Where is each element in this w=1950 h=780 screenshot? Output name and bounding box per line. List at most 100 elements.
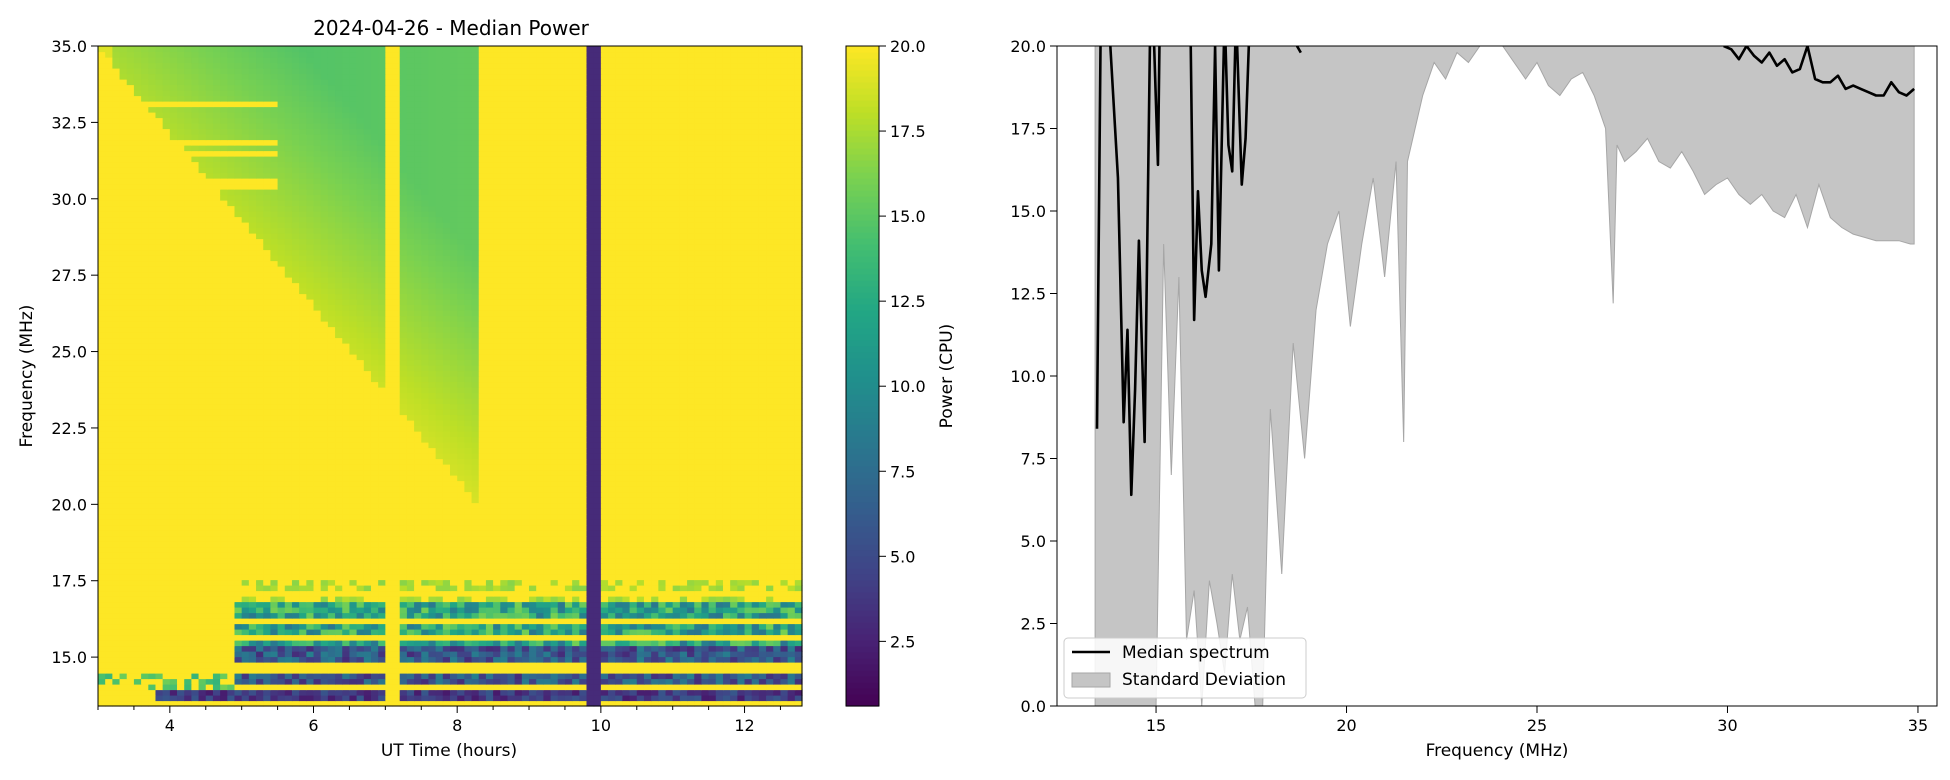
heatmap-cell bbox=[701, 612, 710, 619]
heatmap-cell bbox=[672, 469, 681, 476]
heatmap-cell bbox=[751, 513, 760, 520]
heatmap-cell bbox=[543, 596, 552, 603]
heatmap-cell bbox=[198, 458, 207, 465]
heatmap-cell bbox=[651, 623, 659, 630]
heatmap-cell bbox=[320, 557, 329, 564]
heatmap-cell bbox=[708, 491, 717, 498]
heatmap-cell bbox=[342, 612, 351, 619]
heatmap-cell bbox=[708, 568, 717, 575]
heatmap-cell bbox=[227, 645, 236, 652]
heatmap-cell bbox=[227, 607, 236, 614]
heatmap-cell bbox=[780, 535, 789, 542]
heatmap-cell bbox=[392, 689, 401, 696]
heatmap-cell bbox=[737, 684, 746, 691]
heatmap-cell bbox=[514, 480, 523, 487]
heatmap-cell bbox=[378, 486, 386, 493]
heatmap-cell bbox=[636, 689, 645, 696]
heatmap-cell bbox=[205, 662, 214, 669]
heatmap-cell bbox=[564, 700, 573, 707]
heatmap-cell bbox=[737, 623, 746, 630]
heatmap-cell bbox=[421, 689, 430, 696]
heatmap-cell bbox=[629, 508, 638, 515]
heatmap-cell bbox=[457, 552, 465, 559]
heatmap-cell bbox=[794, 524, 803, 531]
heatmap-cell bbox=[363, 623, 372, 630]
heatmap-cell bbox=[658, 458, 667, 465]
heatmap-cell bbox=[485, 486, 494, 493]
heatmap-cell bbox=[227, 574, 236, 581]
heatmap-cell bbox=[184, 678, 192, 685]
heatmap-cell bbox=[758, 513, 767, 520]
heatmap-cell bbox=[457, 601, 465, 608]
heatmap-cell bbox=[270, 497, 279, 504]
heatmap-cell bbox=[543, 700, 552, 707]
heatmap-cell bbox=[586, 700, 595, 707]
heatmap-cell bbox=[98, 508, 106, 515]
heatmap-cell bbox=[730, 469, 738, 476]
heatmap-cell bbox=[349, 656, 358, 663]
heatmap-cell bbox=[543, 442, 552, 449]
heatmap-cell bbox=[464, 585, 473, 592]
heatmap-cell bbox=[586, 640, 595, 647]
heatmap-cell bbox=[500, 464, 509, 471]
heatmap-cell bbox=[126, 684, 135, 691]
heatmap-cell bbox=[737, 695, 746, 702]
heatmap-cell bbox=[428, 453, 437, 460]
heatmap-cell bbox=[220, 601, 228, 608]
heatmap-cell bbox=[392, 557, 401, 564]
heatmap-cell bbox=[694, 535, 703, 542]
heatmap-cell bbox=[320, 519, 329, 526]
heatmap-cell bbox=[766, 700, 774, 707]
heatmap-cell bbox=[529, 475, 537, 482]
heatmap-cell bbox=[284, 486, 293, 493]
heatmap-cell bbox=[564, 656, 573, 663]
heatmap-cell bbox=[615, 513, 623, 520]
heatmap-cell bbox=[256, 623, 264, 630]
heatmap-cell bbox=[672, 458, 681, 465]
heatmap-cell bbox=[636, 530, 645, 537]
heatmap-cell bbox=[306, 552, 315, 559]
heatmap-cell bbox=[392, 431, 401, 438]
heatmap-cell bbox=[608, 667, 616, 674]
heatmap-cell bbox=[722, 700, 731, 707]
heatmap-cell bbox=[435, 700, 444, 707]
heatmap-cell bbox=[493, 497, 501, 504]
heatmap-cell bbox=[148, 629, 157, 636]
heatmap-cell bbox=[730, 667, 738, 674]
heatmap-cell bbox=[564, 651, 573, 658]
heatmap-cell bbox=[471, 513, 480, 520]
heatmap-cell bbox=[636, 656, 645, 663]
heatmap-cell bbox=[600, 656, 609, 663]
heatmap-cell bbox=[105, 656, 113, 663]
heatmap-cell bbox=[751, 678, 760, 685]
heatmap-cell bbox=[679, 684, 688, 691]
heatmap-cell bbox=[687, 568, 695, 575]
heatmap-cell bbox=[263, 508, 271, 515]
heatmap-cell bbox=[148, 607, 157, 614]
heatmap-cell bbox=[615, 563, 623, 570]
heatmap-cell bbox=[370, 689, 379, 696]
heatmap-cell bbox=[536, 607, 544, 614]
heatmap-cell bbox=[349, 651, 358, 658]
heatmap-cell bbox=[126, 475, 135, 482]
heatmap-cell bbox=[730, 612, 738, 619]
heatmap-cell bbox=[722, 436, 731, 443]
heatmap-cell bbox=[385, 607, 394, 614]
heatmap-cell bbox=[493, 464, 501, 471]
heatmap-cell bbox=[263, 651, 271, 658]
heatmap-cell bbox=[751, 667, 760, 674]
heatmap-cell bbox=[715, 612, 724, 619]
heatmap-cell bbox=[177, 673, 185, 680]
heatmap-cell bbox=[751, 535, 760, 542]
heatmap-cell bbox=[126, 502, 135, 509]
heatmap-cell bbox=[126, 612, 135, 619]
heatmap-cell bbox=[141, 629, 149, 636]
heatmap-cell bbox=[715, 513, 724, 520]
heatmap-cell bbox=[421, 568, 430, 575]
heatmap-cell bbox=[622, 480, 631, 487]
heatmap-cell bbox=[414, 684, 422, 691]
heatmap-cell bbox=[701, 585, 710, 592]
heatmap-cell bbox=[608, 447, 616, 454]
heatmap-cell bbox=[622, 667, 631, 674]
heatmap-cell bbox=[773, 535, 782, 542]
